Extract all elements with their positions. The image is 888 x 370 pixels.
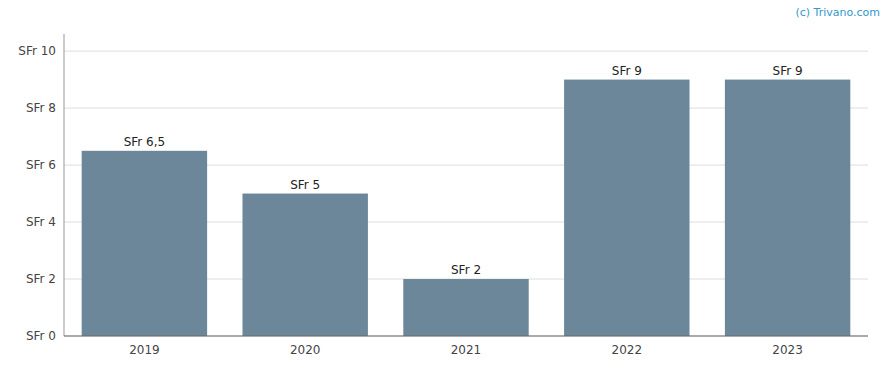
bars xyxy=(82,80,851,336)
y-tick-label: SFr 10 xyxy=(18,44,56,58)
bar xyxy=(242,194,367,336)
y-axis-line xyxy=(64,34,65,336)
bar xyxy=(82,151,207,336)
data-label: SFr 6,5 xyxy=(124,135,165,149)
grid xyxy=(64,51,868,336)
data-label: SFr 2 xyxy=(451,263,481,277)
x-tick-label: 2022 xyxy=(612,343,643,357)
data-labels: SFr 6,5 SFr 5 SFr 2 SFr 9 SFr 9 xyxy=(124,64,803,277)
data-label: SFr 9 xyxy=(773,64,803,78)
x-tick-label: 2023 xyxy=(772,343,803,357)
chart-svg: SFr 0SFr 2SFr 4SFr 6SFr 8SFr 10SFr 6,5SF… xyxy=(0,0,888,370)
chart-container: SFr 0SFr 2SFr 4SFr 6SFr 8SFr 10SFr 6,5SF… xyxy=(0,0,888,370)
x-tick-label: 2021 xyxy=(451,343,482,357)
x-axis-line xyxy=(64,336,868,337)
page: {"chart_data": {"type": "bar", "categori… xyxy=(0,0,888,370)
bar xyxy=(564,80,689,336)
y-tick-labels: SFr 0 SFr 2 SFr 4 SFr 6 SFr 8 SFr 10 xyxy=(18,44,56,343)
y-tick-label: SFr 6 xyxy=(26,158,56,172)
data-label: SFr 5 xyxy=(290,178,320,192)
y-tick-label: SFr 0 xyxy=(26,329,56,343)
grid-line xyxy=(64,336,868,337)
bar xyxy=(725,80,850,336)
y-tick-label: SFr 4 xyxy=(26,215,56,229)
x-tick-label: 2020 xyxy=(290,343,321,357)
y-tick-label: SFr 8 xyxy=(26,101,56,115)
grid-line xyxy=(64,51,868,52)
bar xyxy=(403,279,528,336)
x-tick-labels: 2019 2020 2021 2022 2023 xyxy=(129,343,803,357)
watermark: (c) Trivano.com xyxy=(795,6,880,19)
data-label: SFr 9 xyxy=(612,64,642,78)
x-tick-label: 2019 xyxy=(129,343,160,357)
y-tick-label: SFr 2 xyxy=(26,272,56,286)
